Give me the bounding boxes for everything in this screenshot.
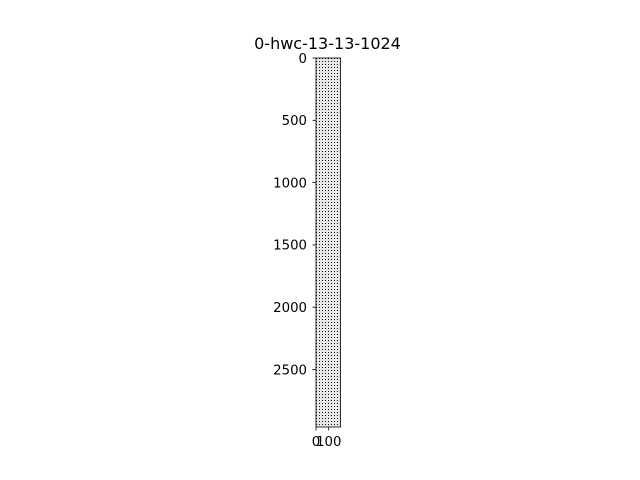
y-tick-label: 500	[282, 114, 307, 129]
plot-area	[315, 57, 341, 428]
y-tick-label: 0	[299, 52, 307, 67]
x-tick-label: 0	[312, 435, 320, 450]
x-tick-label: 100	[316, 435, 341, 450]
heatmap-image	[316, 58, 341, 427]
y-axis: 0 500 1000 1500 2000 2500	[273, 52, 316, 378]
y-tick-label: 1000	[273, 176, 307, 191]
y-tick-label: 1500	[273, 239, 307, 254]
y-tick-label: 2500	[273, 363, 307, 378]
y-tick-label: 2000	[273, 301, 307, 316]
plot-frame	[315, 57, 341, 428]
chart-title: 0-hwc-13-13-1024	[254, 34, 401, 53]
